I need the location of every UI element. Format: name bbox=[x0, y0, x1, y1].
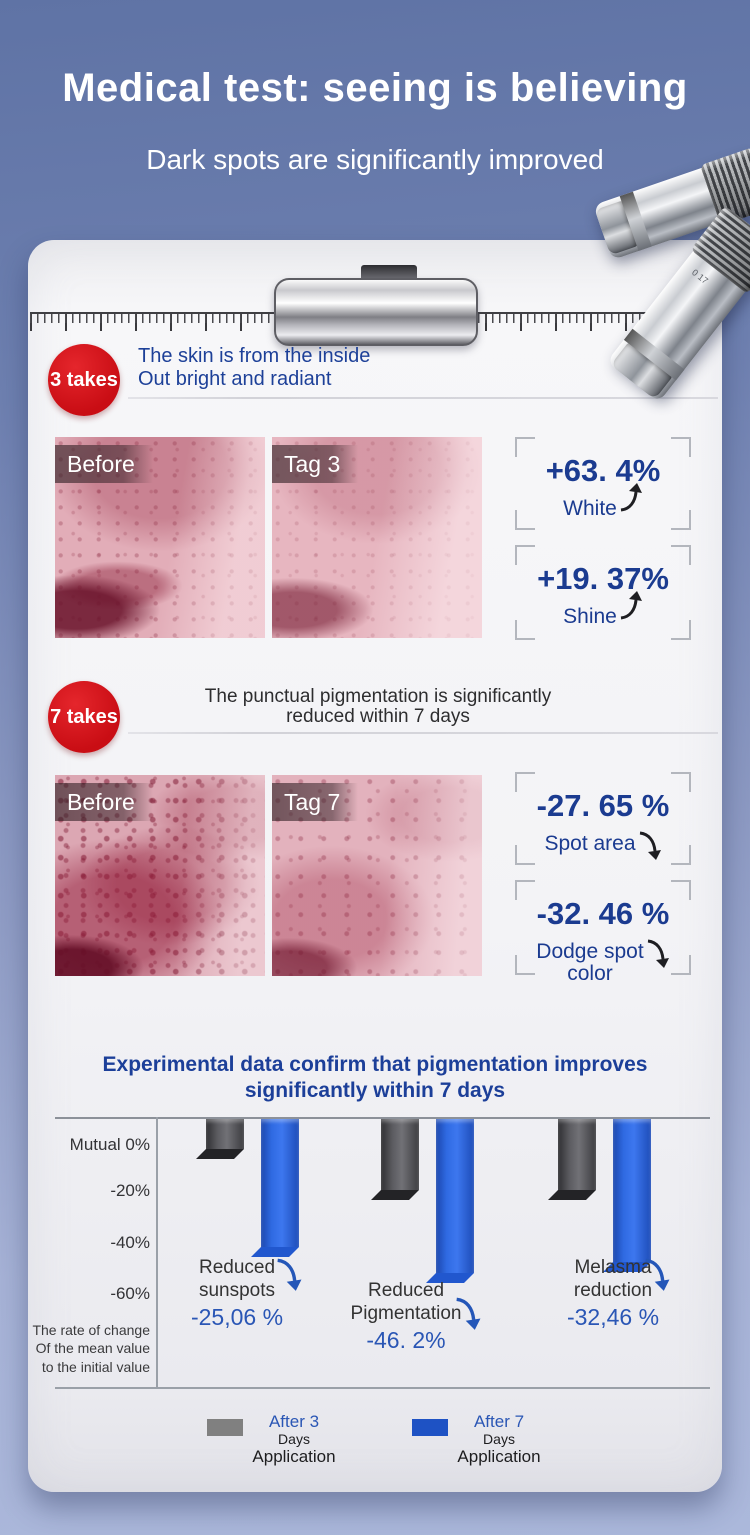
photo-before-day7: Before bbox=[55, 775, 265, 976]
clipboard-clip bbox=[274, 278, 478, 346]
section1-heading: The skin is from the inside Out bright a… bbox=[138, 345, 370, 391]
legend-item-day3: After 3 Days Application bbox=[252, 1412, 336, 1466]
category-reduced-pigmentation: Reduced Pigmentation -46. 2% bbox=[326, 1279, 486, 1352]
photo-label: Tag 3 bbox=[272, 445, 359, 483]
down-arrow-icon bbox=[454, 1297, 482, 1337]
legend-swatch-day7 bbox=[412, 1419, 448, 1436]
data-label: -32,46 % bbox=[566, 1304, 660, 1330]
section1-heading-line1: The skin is from the inside bbox=[138, 345, 371, 367]
section2-heading-line2: reduced within 7 days bbox=[286, 706, 470, 727]
photo-label: Before bbox=[55, 783, 153, 821]
down-arrow-icon bbox=[643, 1258, 671, 1298]
category-reduced-sunspots: Reduced sunspots -25,06 % bbox=[157, 1256, 317, 1329]
bar-day3-sunspots bbox=[206, 1119, 244, 1149]
down-arrow-icon bbox=[275, 1258, 303, 1298]
stat-label: White bbox=[563, 497, 617, 520]
stat-spot-area: -27. 65 % Spot area bbox=[515, 772, 691, 865]
chart-baseline bbox=[55, 1387, 710, 1389]
stat-label: Dodge spot color bbox=[536, 940, 644, 985]
y-axis-caption-line3: to the initial value bbox=[41, 1359, 150, 1375]
stat-shine: +19. 37% Shine bbox=[515, 545, 691, 640]
lens-engraving: 0 17 bbox=[690, 266, 711, 286]
photo-label: Tag 7 bbox=[272, 783, 359, 821]
data-label: -25,06 % bbox=[190, 1304, 284, 1330]
page-subtitle: Dark spots are significantly improved bbox=[146, 144, 604, 175]
photo-label: Before bbox=[55, 445, 153, 483]
section2-heading: The punctual pigmentation is significant… bbox=[148, 687, 608, 727]
badge-3-takes: 3 takes bbox=[48, 344, 120, 416]
data-label: -46. 2% bbox=[366, 1327, 446, 1353]
divider bbox=[128, 732, 718, 734]
y-tick-40: -40% bbox=[110, 1233, 150, 1252]
clipboard-clip-tab bbox=[361, 265, 417, 281]
y-axis-caption-line2: Of the mean value bbox=[35, 1340, 150, 1356]
trend-down-arrow-icon bbox=[638, 831, 662, 866]
bar-day3-pigmentation bbox=[381, 1119, 419, 1190]
legend-item-day7: After 7 Days Application bbox=[457, 1412, 541, 1466]
divider bbox=[128, 397, 718, 399]
stat-value: -32. 46 % bbox=[536, 896, 670, 931]
bar-day7-pigmentation bbox=[436, 1119, 474, 1273]
stat-dodge-spot-color: -32. 46 % Dodge spot color bbox=[515, 880, 691, 985]
stat-label: Shine bbox=[563, 605, 617, 628]
trend-down-arrow-icon bbox=[646, 939, 670, 974]
legend-swatch-day3 bbox=[207, 1419, 243, 1436]
stat-value: -27. 65 % bbox=[536, 788, 670, 823]
trend-up-arrow-icon bbox=[619, 590, 643, 625]
photo-day3: Tag 3 bbox=[272, 437, 482, 638]
section1-heading-line2: Out bright and radiant bbox=[138, 368, 332, 390]
stat-value: +19. 37% bbox=[537, 561, 669, 596]
page-title: Medical test: seeing is believing bbox=[62, 66, 688, 110]
category-melasma-reduction: Melasma reduction -32,46 % bbox=[533, 1256, 693, 1329]
chart-zero-axis bbox=[55, 1117, 710, 1119]
bar-day7-melasma bbox=[613, 1119, 651, 1262]
y-tick-60: -60% bbox=[110, 1284, 150, 1303]
badge-7-takes: 7 takes bbox=[48, 681, 120, 753]
photo-day7: Tag 7 bbox=[272, 775, 482, 976]
photo-before-day3: Before bbox=[55, 437, 265, 638]
bar-day7-sunspots bbox=[261, 1119, 299, 1247]
stat-label: Spot area bbox=[544, 832, 636, 855]
y-tick-0: Mutual 0% bbox=[69, 1135, 150, 1154]
clipboard: 3 takes The skin is from the inside Out … bbox=[28, 240, 722, 1492]
chart-title: Experimental data confirm that pigmentat… bbox=[102, 1053, 648, 1102]
stat-white: +63. 4% White bbox=[515, 437, 691, 530]
chart-y-axis bbox=[156, 1117, 158, 1389]
stat-value: +63. 4% bbox=[545, 453, 661, 488]
y-tick-20: -20% bbox=[110, 1181, 150, 1200]
trend-up-arrow-icon bbox=[619, 482, 643, 517]
bar-day3-melasma bbox=[558, 1119, 596, 1190]
y-axis-caption-line1: The rate of change bbox=[32, 1322, 150, 1338]
section2-heading-line1: The punctual pigmentation is significant… bbox=[204, 686, 552, 707]
